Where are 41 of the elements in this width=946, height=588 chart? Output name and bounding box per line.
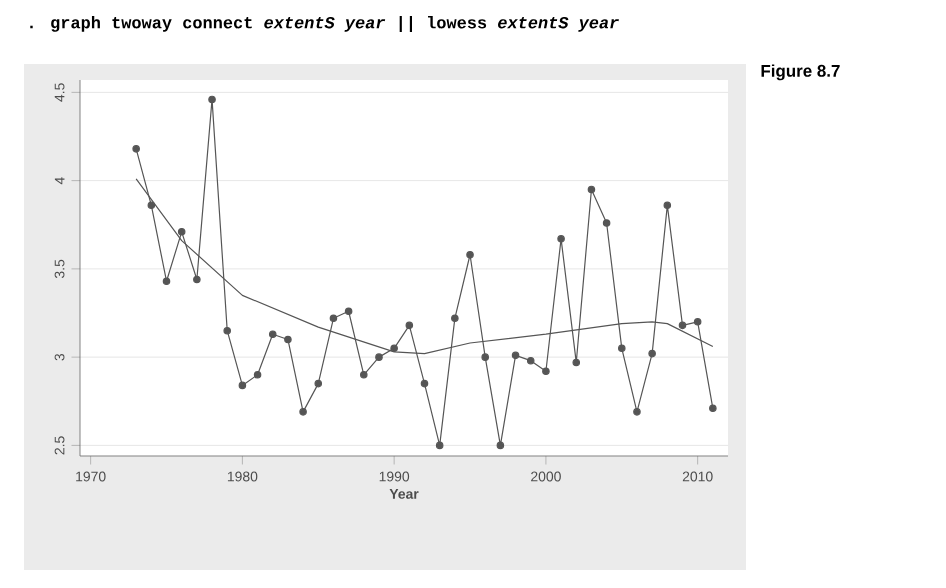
point [405, 321, 414, 330]
point [329, 314, 338, 323]
point [633, 408, 641, 416]
point [663, 201, 672, 210]
point [390, 344, 398, 353]
point [466, 250, 474, 259]
point [709, 404, 717, 413]
point [511, 351, 520, 360]
point [542, 367, 550, 376]
point [587, 185, 596, 194]
chart-title: . graph twoway connect extentS year || lowess extentS year [30, 15, 619, 32]
point [693, 318, 702, 326]
point [193, 275, 201, 284]
point [648, 349, 656, 358]
point [618, 344, 626, 353]
point [451, 314, 459, 323]
point [481, 353, 489, 361]
point [177, 228, 186, 236]
point [238, 381, 247, 390]
point [208, 95, 216, 104]
point [496, 441, 505, 450]
point [420, 379, 429, 388]
point [375, 353, 383, 361]
point [268, 330, 277, 338]
point [360, 371, 368, 379]
point [435, 441, 444, 450]
point [162, 277, 171, 286]
point [299, 408, 307, 416]
point [147, 201, 156, 210]
point [344, 307, 353, 316]
point [526, 356, 535, 365]
point [284, 335, 292, 344]
point [602, 219, 611, 227]
caption: Figure 8.7 [761, 64, 840, 81]
point [314, 379, 323, 388]
point [253, 371, 262, 379]
point [132, 145, 140, 153]
point [678, 321, 687, 330]
point [572, 358, 581, 367]
point [557, 235, 565, 243]
point [223, 326, 231, 335]
